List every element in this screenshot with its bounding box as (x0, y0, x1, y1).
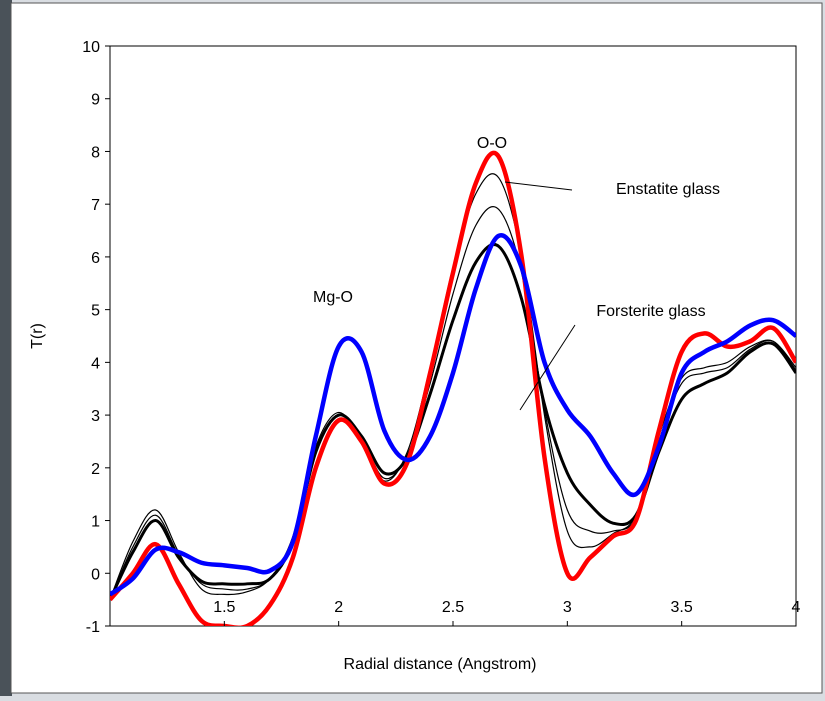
x-axis-title: Radial distance (Angstrom) (344, 656, 537, 673)
y-axis-title: T(r) (29, 323, 46, 349)
annotation: O-O (477, 135, 507, 152)
y-tick-label: 7 (91, 197, 100, 214)
x-tick-label: 3 (563, 599, 572, 616)
x-tick-label: 3.5 (671, 599, 693, 616)
y-tick-label: 2 (91, 461, 100, 478)
y-tick-label: 4 (91, 355, 100, 372)
chart-panel (10, 2, 823, 694)
y-tick-label: 3 (91, 408, 100, 425)
y-tick-label: 10 (82, 39, 100, 56)
x-tick-label: 1.5 (213, 599, 235, 616)
annotation: Forsterite glass (596, 303, 705, 320)
x-tick-label: 2.5 (442, 599, 464, 616)
plot-area (110, 150, 796, 626)
series-line (110, 150, 796, 626)
series-line (110, 243, 796, 601)
y-tick-label: 6 (91, 250, 100, 267)
y-tick-label: 1 (91, 514, 100, 531)
y-tick-label: 8 (91, 144, 100, 161)
background-strip (0, 0, 12, 696)
annotation: Mg-O (313, 289, 353, 306)
leader-line (519, 324, 576, 411)
x-tick-label: 4 (792, 599, 801, 616)
annotation: Enstatite glass (616, 181, 720, 198)
y-tick-label: 5 (91, 303, 100, 320)
y-tick-label: 0 (91, 566, 100, 583)
y-tick-label: 9 (91, 92, 100, 109)
series-line (110, 233, 796, 597)
y-tick-label: -1 (86, 619, 100, 636)
leader-line (504, 181, 573, 191)
x-tick-label: 2 (334, 599, 343, 616)
